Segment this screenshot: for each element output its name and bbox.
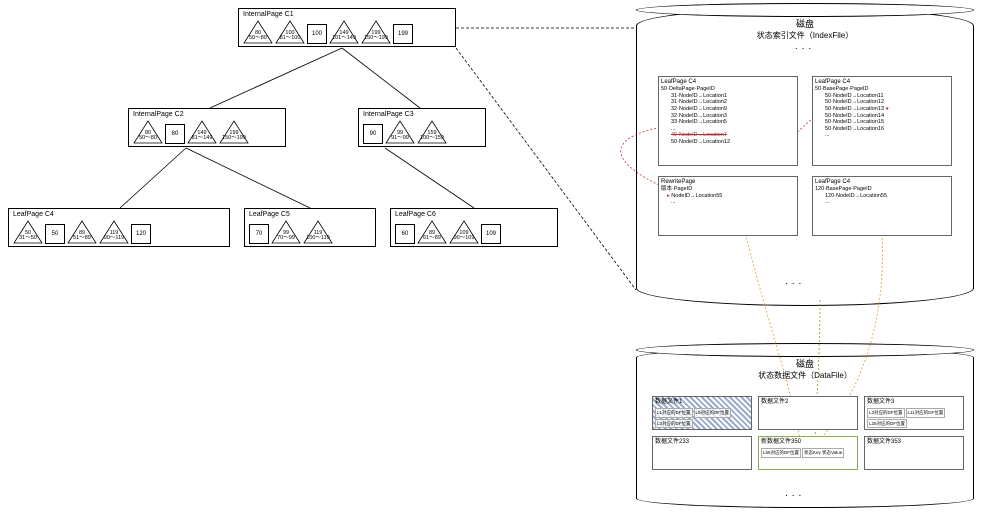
tree-node-c5: LeafPage C5 709970～99119100～119 xyxy=(244,208,376,247)
tree-triangle: 8050～80 xyxy=(133,120,163,144)
node-title: InternalPage C3 xyxy=(363,111,481,118)
node-title: InternalPage C2 xyxy=(133,111,281,118)
tree-triangle: 8961～89 xyxy=(417,220,447,244)
tree-triangle: 119100～119 xyxy=(303,220,333,244)
tree-triangle: 159100～159 xyxy=(417,120,447,144)
node-title: LeafPage C6 xyxy=(395,211,553,218)
tree-node-c6: LeafPage C6 608961～8910990～109109 xyxy=(390,208,558,247)
tree-node-c1: InternalPage C1 8050～8010081～100100149101… xyxy=(238,8,456,47)
tree-square: 120 xyxy=(131,224,151,244)
tree-triangle: 9991～99 xyxy=(385,120,415,144)
index-box-b2: LeafPage C450·BasePage·PageID50·NodeID→L… xyxy=(812,76,952,166)
tree-square: 109 xyxy=(481,224,501,244)
data-file-box: 数据文件353 xyxy=(864,436,964,470)
tree-square: 199 xyxy=(393,24,413,44)
data-file-box: 数据文件233 xyxy=(652,436,752,470)
tree-node-c4: LeafPage C4 5031～50508951～8911990～119120 xyxy=(8,208,230,247)
tree-triangle: 199150～199 xyxy=(361,20,391,44)
node-title: InternalPage C1 xyxy=(243,11,451,18)
index-box-b4: LeafPage C4120·BasePage·PageID120·NodeID… xyxy=(812,176,952,236)
tree-triangle: 5031～50 xyxy=(13,220,43,244)
tree-square: 100 xyxy=(307,24,327,44)
tree-square: 60 xyxy=(395,224,415,244)
ellipsis: ... xyxy=(637,41,973,52)
tree-triangle: 199150～199 xyxy=(219,120,249,144)
ellipsis: ... xyxy=(785,488,805,499)
tree-triangle: 11990～119 xyxy=(99,220,129,244)
data-file-box: 数据文件3L3对应的DF位置L11对应的DF位置L25对应的DF位置 xyxy=(864,396,964,430)
cylinder-title: 磁盘 xyxy=(637,17,973,30)
tree-triangle: 9970～99 xyxy=(271,220,301,244)
tree-square: 80 xyxy=(165,124,185,144)
cylinder-subtitle: 状态数据文件（DataFile） xyxy=(637,370,973,381)
data-file-box: 数据文件1L1对应的DF位置L9对应的DF位置L3对应的DF位置 xyxy=(652,396,752,430)
tree-triangle: 14981～149 xyxy=(187,120,217,144)
cylinder-title: 磁盘 xyxy=(637,357,973,370)
tree-triangle: 8951～89 xyxy=(67,220,97,244)
tree-triangle: 10081～100 xyxy=(275,20,305,44)
tree-triangle: 8050～80 xyxy=(243,20,273,44)
tree-square: 90 xyxy=(363,124,383,144)
tree-square: 70 xyxy=(249,224,269,244)
tree-node-c2: InternalPage C2 8050～808014981～149199150～… xyxy=(128,108,286,147)
node-title: LeafPage C4 xyxy=(13,211,225,218)
tree-triangle: 149101～149 xyxy=(329,20,359,44)
data-file-box: 新数据文件350L55对应的DF位置状态Key 状态Value xyxy=(758,436,858,470)
tree-square: 50 xyxy=(45,224,65,244)
ellipsis: ... xyxy=(785,276,805,287)
node-title: LeafPage C5 xyxy=(249,211,371,218)
tree-triangle: 10990～109 xyxy=(449,220,479,244)
index-box-b3: RewritePage版本·PageID▸ NodeID→Location55.… xyxy=(658,176,798,236)
tree-node-c3: InternalPage C3 909991～99159100～159 xyxy=(358,108,486,147)
cylinder-subtitle: 状态索引文件（IndexFile） xyxy=(637,30,973,41)
data-file-box: 数据文件2 xyxy=(758,396,858,430)
index-box-b1: LeafPage C450·DeltaPage·PageID31·NodeID→… xyxy=(658,76,798,166)
